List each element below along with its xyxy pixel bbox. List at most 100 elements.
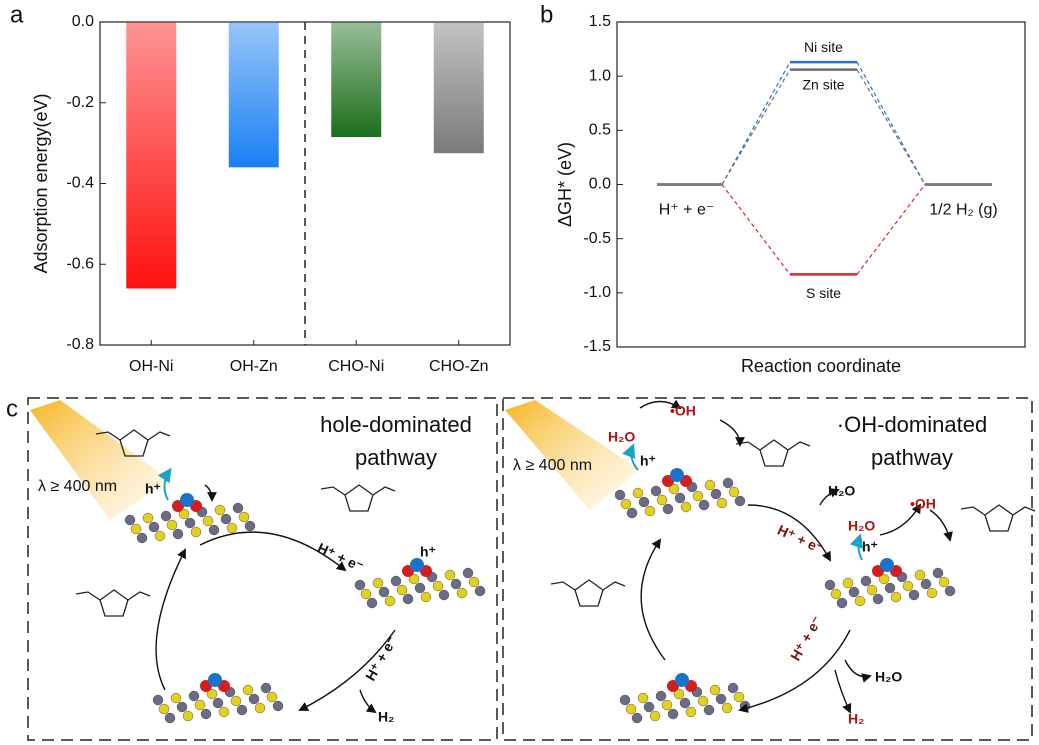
atom [703,704,715,716]
catalyst [152,673,284,724]
atom [396,584,408,596]
atom [824,579,836,591]
atom [178,508,190,520]
y-tick-label: -0.8 [66,336,94,353]
atom [254,702,266,714]
atom [226,522,238,534]
atom [218,706,230,718]
pathway-title: hole-dominated [320,412,472,437]
arrow [199,531,347,572]
atom [722,477,734,489]
arrow [622,443,639,471]
atom [414,582,426,594]
arrow [738,629,851,713]
atom [860,575,872,587]
y-tick-label: -1.5 [583,338,611,355]
atom [709,684,721,696]
catalyst [354,558,486,609]
atom [842,577,854,589]
atom [432,580,444,592]
molecule [735,439,811,467]
atom [238,511,250,523]
atom [715,693,727,705]
connector [856,69,926,185]
atom [704,479,716,491]
atom [172,528,184,540]
catalyst [824,558,956,609]
atom [866,584,878,596]
atom [644,505,656,517]
atom [136,532,148,544]
series-label: S site [806,285,841,301]
arrow [204,484,217,502]
diagram-label: •OH [670,403,696,419]
atom [182,710,194,722]
atom [914,569,926,581]
arrow [359,689,377,714]
atom [668,483,680,495]
atom [836,597,848,609]
diagram-label: H⁺ + e⁻ [775,522,826,557]
y-tick-label: -0.6 [66,255,94,272]
molecule [75,589,151,617]
atom [242,684,254,696]
atom [190,526,202,538]
atom [926,587,938,599]
atom [932,567,944,579]
arrow [639,399,682,410]
y-tick-label: 0.5 [589,122,611,139]
atom [728,486,740,498]
atom [212,697,224,709]
y-tick-label: -0.5 [583,230,611,247]
atom [680,501,692,513]
diagram-label: H₂O [875,669,902,685]
atom [655,690,667,702]
arrow [819,488,840,506]
catalyst [619,673,751,724]
y-tick-label: 1.0 [589,67,611,84]
atom [202,515,214,527]
diagram-label: h⁺ [862,539,878,555]
x-tick-label: CHO-Zn [429,358,489,375]
atom [620,498,632,510]
panel-label: a [10,1,24,28]
bar [228,22,279,168]
diagram-label: H₂ [848,711,864,727]
panel-label: c [6,395,18,422]
atom [727,682,739,694]
atom [208,673,222,687]
y-tick-label: -0.2 [66,94,94,111]
diagram-label: H₂O [828,483,855,499]
atom [626,507,638,519]
level-label: 1/2 H₂ (g) [929,202,997,219]
x-tick-label: CHO-Ni [328,358,384,375]
level-label: H⁺ + e⁻ [659,202,715,219]
atom [854,595,866,607]
pathway-title: pathway [871,445,953,470]
atom [438,589,450,601]
atom [176,701,188,713]
light-label: λ ≥ 400 nm [38,478,117,495]
atom [734,495,746,507]
arrow [834,669,852,714]
arrow [849,533,864,561]
diagram-label: H⁺ + e⁻ [315,540,366,575]
bar [126,22,177,289]
atom [716,497,728,509]
atom [944,585,956,597]
connector [721,184,791,275]
atom [692,490,704,502]
atom [152,694,164,706]
atom [450,578,462,590]
atom [366,597,378,609]
arrow [719,419,745,447]
atom [148,521,160,533]
arrow [640,538,666,661]
atom [685,706,697,718]
atom [360,588,372,600]
atom [456,587,468,599]
arrow [844,659,872,683]
light-label: λ ≥ 400 nm [513,457,592,474]
atom [378,586,390,598]
